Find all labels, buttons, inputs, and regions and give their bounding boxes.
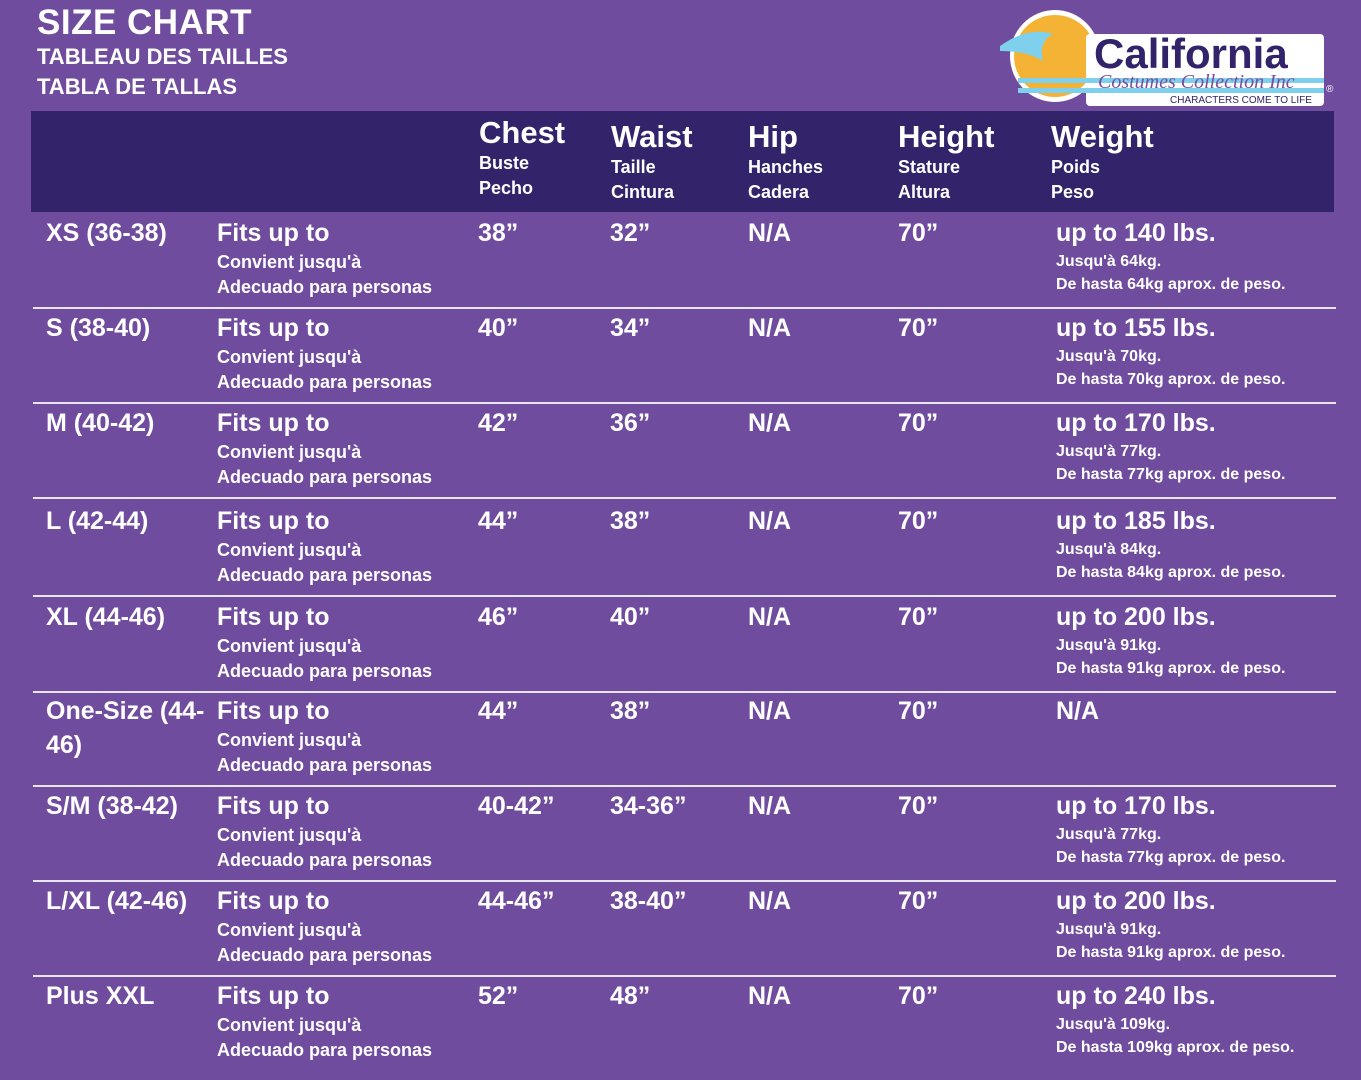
svg-text:Costumes Collection Inc: Costumes Collection Inc	[1098, 71, 1295, 93]
height-value: 70”	[898, 697, 939, 725]
header-waist: Waist Taille Cintura	[611, 119, 693, 202]
size-label: One-Size (44-46)	[46, 697, 205, 759]
fits-label: Fits up to Convient jusqu'à Adecuado para …	[217, 697, 433, 775]
waist-value: 38”	[610, 697, 651, 725]
svg-text:®: ®	[1326, 84, 1334, 95]
height-value: 70”	[898, 887, 939, 915]
table-row: Plus XXL Fits up to Convient jusqu'à Adecu…	[33, 975, 1336, 1070]
table-row: One-Size (44-46) Fits up to Convient jusq…	[33, 690, 1336, 787]
waist-value: 34-36”	[610, 792, 687, 820]
table-row: S/M (38-42) Fits up to Convient jusqu'à Ad…	[33, 785, 1336, 882]
chest-value: 44-46”	[478, 887, 555, 915]
hip-value: N/A	[748, 409, 792, 437]
title-fr: TABLEAU DES TAILLES	[37, 44, 288, 69]
table-row: M (40-42) Fits up to Convient jusqu'à Adec…	[33, 402, 1336, 499]
height-value: 70”	[898, 507, 939, 535]
chest-value: 40-42”	[478, 792, 555, 820]
waist-value: 32”	[610, 219, 651, 247]
size-label: XL (44-46)	[46, 603, 166, 631]
header-chest: Chest Buste Pecho	[479, 115, 566, 198]
size-label: S (38-40)	[46, 314, 151, 342]
hip-value: N/A	[748, 887, 792, 915]
size-label: L (42-44)	[46, 507, 149, 535]
chest-value: 52”	[478, 982, 519, 1010]
waist-value: 48”	[610, 982, 651, 1010]
chest-value: 44”	[478, 697, 519, 725]
hip-value: N/A	[748, 792, 792, 820]
size-label: Plus XXL	[46, 982, 155, 1010]
weight-value: N/A	[1056, 697, 1100, 725]
hip-value: N/A	[748, 219, 792, 247]
header-weight: Weight Poids Peso	[1051, 119, 1154, 202]
weight-value: up to 185 lbs. Jusqu'à 84kg. De hasta 84kg…	[1056, 507, 1286, 581]
chest-value: 40”	[478, 314, 519, 342]
title-en: SIZE CHART	[37, 3, 252, 42]
height-value: 70”	[898, 792, 939, 820]
table-row: XS (36-38) Fits up to Convient jusqu'à Ade…	[33, 212, 1336, 309]
weight-value: up to 200 lbs. Jusqu'à 91kg. De hasta 91kg…	[1056, 603, 1286, 677]
table-row: XL (44-46) Fits up to Convient jusqu'à Ade…	[33, 596, 1336, 693]
waist-value: 38”	[610, 507, 651, 535]
table-row: S (38-40) Fits up to Convient jusqu'à Adec…	[33, 307, 1336, 404]
size-label: M (40-42)	[46, 409, 155, 437]
title-es: TABLA DE TALLAS	[37, 74, 238, 99]
waist-value: 36”	[610, 409, 651, 437]
weight-value: up to 170 lbs. Jusqu'à 77kg. De hasta 77kg…	[1056, 792, 1286, 866]
hip-value: N/A	[748, 507, 792, 535]
fits-label: Fits up to Convient jusqu'à Adecuado para …	[217, 982, 433, 1060]
svg-text:CHARACTERS COME TO LIFE: CHARACTERS COME TO LIFE	[1170, 95, 1312, 106]
weight-value: up to 170 lbs. Jusqu'à 77kg. De hasta 77kg…	[1056, 409, 1286, 483]
hip-value: N/A	[748, 603, 792, 631]
weight-value: up to 155 lbs. Jusqu'à 70kg. De hasta 70kg…	[1056, 314, 1286, 388]
chest-value: 38”	[478, 219, 519, 247]
waist-value: 40”	[610, 603, 651, 631]
fits-label: Fits up to Convient jusqu'à Adecuado para …	[217, 409, 433, 487]
table-row: L/XL (42-46) Fits up to Convient jusqu'à A…	[33, 880, 1336, 977]
header-height: Height Stature Altura	[898, 119, 995, 202]
height-value: 70”	[898, 603, 939, 631]
header-hip: Hip Hanches Cadera	[748, 119, 824, 202]
size-label: S/M (38-42)	[46, 792, 178, 820]
chest-value: 44”	[478, 507, 519, 535]
fits-label: Fits up to Convient jusqu'à Adecuado para …	[217, 219, 433, 297]
chest-value: 46”	[478, 603, 519, 631]
weight-value: up to 200 lbs. Jusqu'à 91kg. De hasta 91kg…	[1056, 887, 1286, 961]
chest-value: 42”	[478, 409, 519, 437]
height-value: 70”	[898, 409, 939, 437]
fits-label: Fits up to Convient jusqu'à Adecuado para …	[217, 314, 433, 392]
size-label: L/XL (42-46)	[46, 887, 188, 915]
weight-value: up to 140 lbs. Jusqu'à 64kg. De hasta 64kg…	[1056, 219, 1286, 293]
fits-label: Fits up to Convient jusqu'à Adecuado para …	[217, 792, 433, 870]
height-value: 70”	[898, 219, 939, 247]
hip-value: N/A	[748, 314, 792, 342]
size-label: XS (36-38)	[46, 219, 167, 247]
height-value: 70”	[898, 982, 939, 1010]
california-costumes-logo: California Costumes Collection Inc CHARA…	[1000, 10, 1334, 106]
hip-value: N/A	[748, 697, 792, 725]
fits-label: Fits up to Convient jusqu'à Adecuado para …	[217, 887, 433, 965]
table-header: Chest Buste Pecho Waist Taille Cintura Hip Ha…	[31, 111, 1334, 212]
height-value: 70”	[898, 314, 939, 342]
chart-title: SIZE CHART TABLEAU DES TAILLES TABLA DE …	[37, 4, 288, 102]
svg-text:California: California	[1094, 30, 1288, 77]
weight-value: up to 240 lbs. Jusqu'à 109kg. De hasta 109…	[1056, 982, 1295, 1056]
waist-value: 34”	[610, 314, 651, 342]
fits-label: Fits up to Convient jusqu'à Adecuado para …	[217, 603, 433, 681]
hip-value: N/A	[748, 982, 792, 1010]
table-row: L (42-44) Fits up to Convient jusqu'à Adec…	[33, 500, 1336, 597]
fits-label: Fits up to Convient jusqu'à Adecuado para …	[217, 507, 433, 585]
waist-value: 38-40”	[610, 887, 687, 915]
